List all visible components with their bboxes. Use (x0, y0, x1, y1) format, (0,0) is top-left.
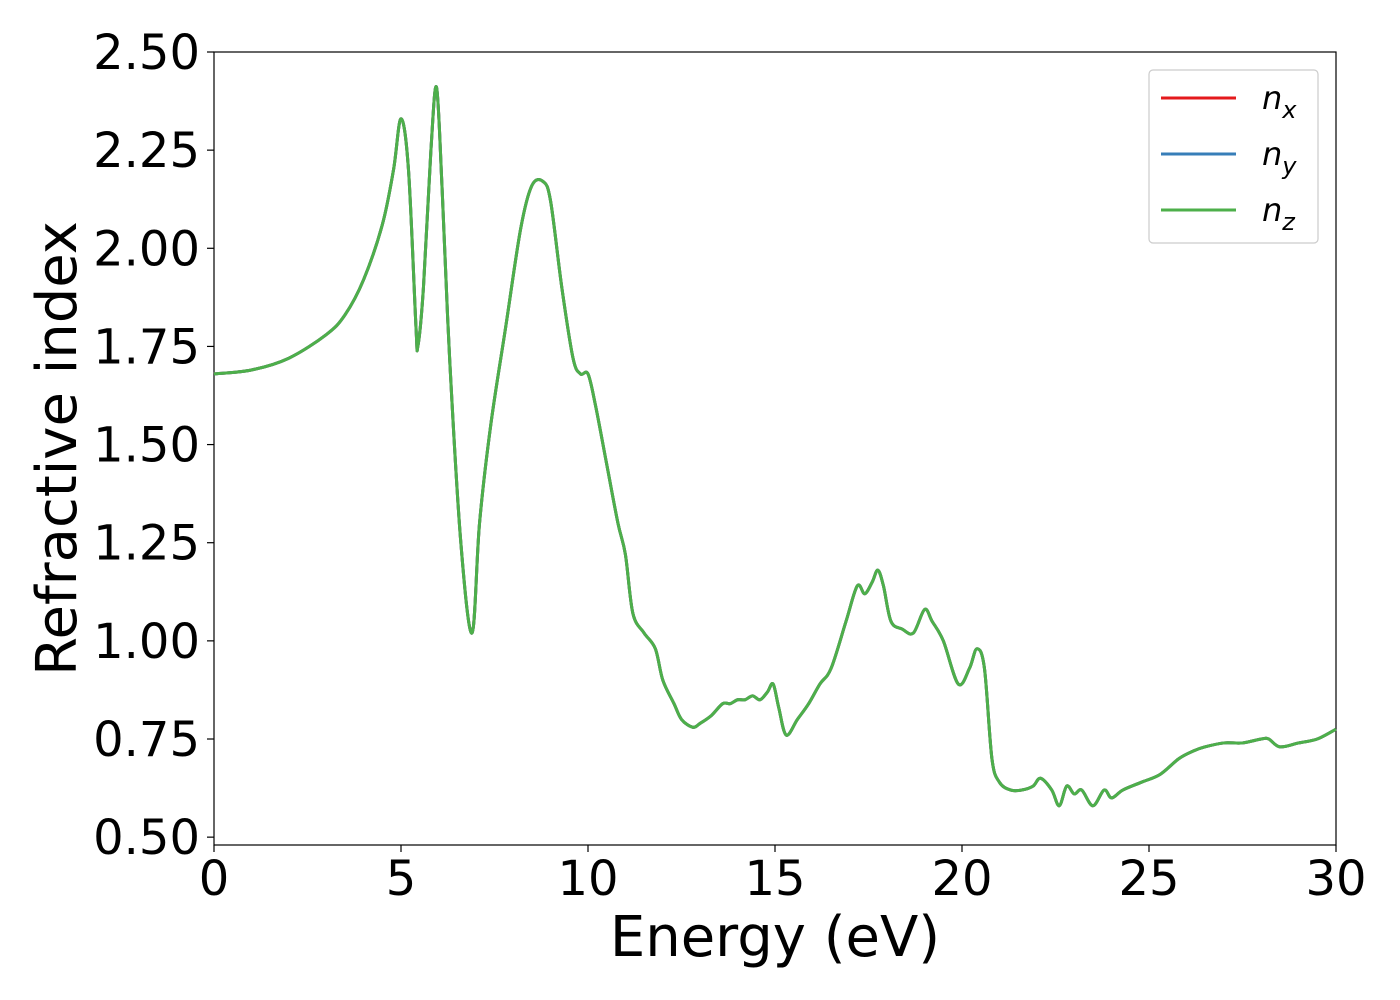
y-tick-label: 1.25 (93, 516, 200, 572)
y-axis-ticks: 0.50 0.75 1.00 1.25 1.50 1.75 2.00 2.25 2.50 (93, 25, 214, 866)
x-axis-ticks: 0 5 10 15 20 25 30 (199, 845, 1367, 907)
y-tick-label: 2.25 (93, 123, 200, 179)
y-axis-label: Refractive index (25, 221, 90, 676)
y-tick-label: 0.50 (93, 810, 200, 866)
legend-label-z: nz (1262, 191, 1296, 236)
x-tick-label: 0 (199, 851, 230, 907)
y-tick-label: 1.00 (93, 614, 200, 670)
y-tick-label: 1.50 (93, 418, 200, 474)
legend-label-x: nx (1262, 79, 1297, 124)
series-lines (213, 85, 1337, 808)
legend: nx ny nz (1148, 69, 1319, 244)
y-tick-label: 0.75 (93, 712, 200, 768)
legend-label-y: ny (1262, 135, 1297, 180)
x-tick-label: 20 (931, 851, 992, 907)
x-tick-label: 15 (744, 851, 805, 907)
series-line-z (213, 85, 1337, 808)
x-tick-label: 25 (1118, 851, 1179, 907)
y-tick-label: 2.00 (93, 221, 200, 277)
x-axis-label: Energy (eV) (610, 905, 940, 970)
x-tick-label: 5 (386, 851, 417, 907)
y-tick-label: 2.50 (93, 25, 200, 81)
legend-box (1148, 69, 1319, 244)
x-tick-label: 30 (1305, 851, 1366, 907)
x-tick-label: 10 (557, 851, 618, 907)
y-tick-label: 1.75 (93, 319, 200, 375)
